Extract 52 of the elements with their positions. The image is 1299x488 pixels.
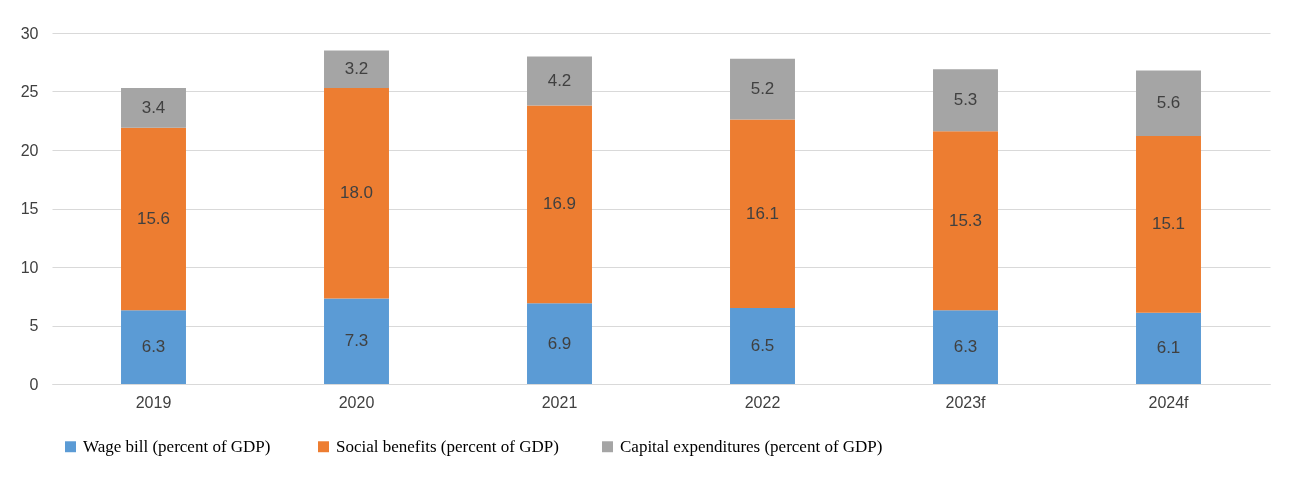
bar	[121, 310, 186, 384]
data-label: 15.1	[1151, 214, 1186, 234]
data-label: 16.9	[542, 194, 577, 214]
bar	[324, 50, 389, 88]
data-label: 7.3	[344, 331, 369, 351]
x-tick-label: 2019	[135, 393, 172, 411]
x-tick-label: 2023f	[945, 393, 987, 411]
bar	[933, 69, 998, 132]
data-label: 6.3	[953, 337, 978, 357]
x-tick-label: 2020	[338, 393, 375, 411]
legend-label: Social benefits (percent of GDP)	[336, 436, 559, 456]
y-tick-label: 0	[29, 375, 39, 393]
data-label: 3.2	[344, 59, 369, 79]
bar	[1136, 135, 1201, 313]
x-tick-label: 2021	[541, 393, 578, 411]
legend-label: Wage bill (percent of GDP)	[83, 436, 271, 456]
bar	[1136, 312, 1201, 384]
data-label: 5.3	[953, 90, 978, 110]
y-tick-label: 25	[20, 83, 39, 100]
y-tick-label: 10	[20, 258, 39, 276]
data-label: 5.2	[750, 79, 775, 99]
data-label: 6.5	[750, 335, 775, 355]
x-tick-label: 2022	[744, 393, 781, 411]
bar	[730, 58, 795, 120]
data-label: 5.6	[1156, 93, 1181, 113]
data-label: 6.3	[141, 337, 166, 357]
y-tick-label: 15	[20, 200, 39, 217]
bar	[121, 87, 186, 128]
bar	[527, 105, 592, 304]
data-label: 6.1	[1156, 338, 1181, 358]
data-label: 15.3	[948, 210, 983, 230]
bar	[730, 307, 795, 384]
bar	[933, 131, 998, 311]
bar	[324, 87, 389, 299]
x-tick-label: 2024f	[1148, 393, 1190, 411]
bar	[527, 303, 592, 384]
legend-label: Capital expenditures (percent of GDP)	[620, 436, 883, 456]
bar	[933, 310, 998, 384]
data-label: 3.4	[141, 97, 166, 117]
bar	[730, 119, 795, 308]
data-label: 16.1	[745, 203, 780, 223]
bar	[1136, 70, 1201, 136]
bar	[324, 298, 389, 384]
data-label: 15.6	[136, 209, 171, 229]
bar	[121, 127, 186, 311]
y-tick-label: 5	[29, 317, 39, 334]
data-label: 18.0	[339, 183, 374, 203]
data-label: 4.2	[547, 70, 572, 90]
y-tick-label: 30	[20, 24, 39, 42]
data-label: 6.9	[547, 333, 572, 353]
y-tick-label: 20	[20, 141, 39, 159]
bar	[527, 56, 592, 106]
